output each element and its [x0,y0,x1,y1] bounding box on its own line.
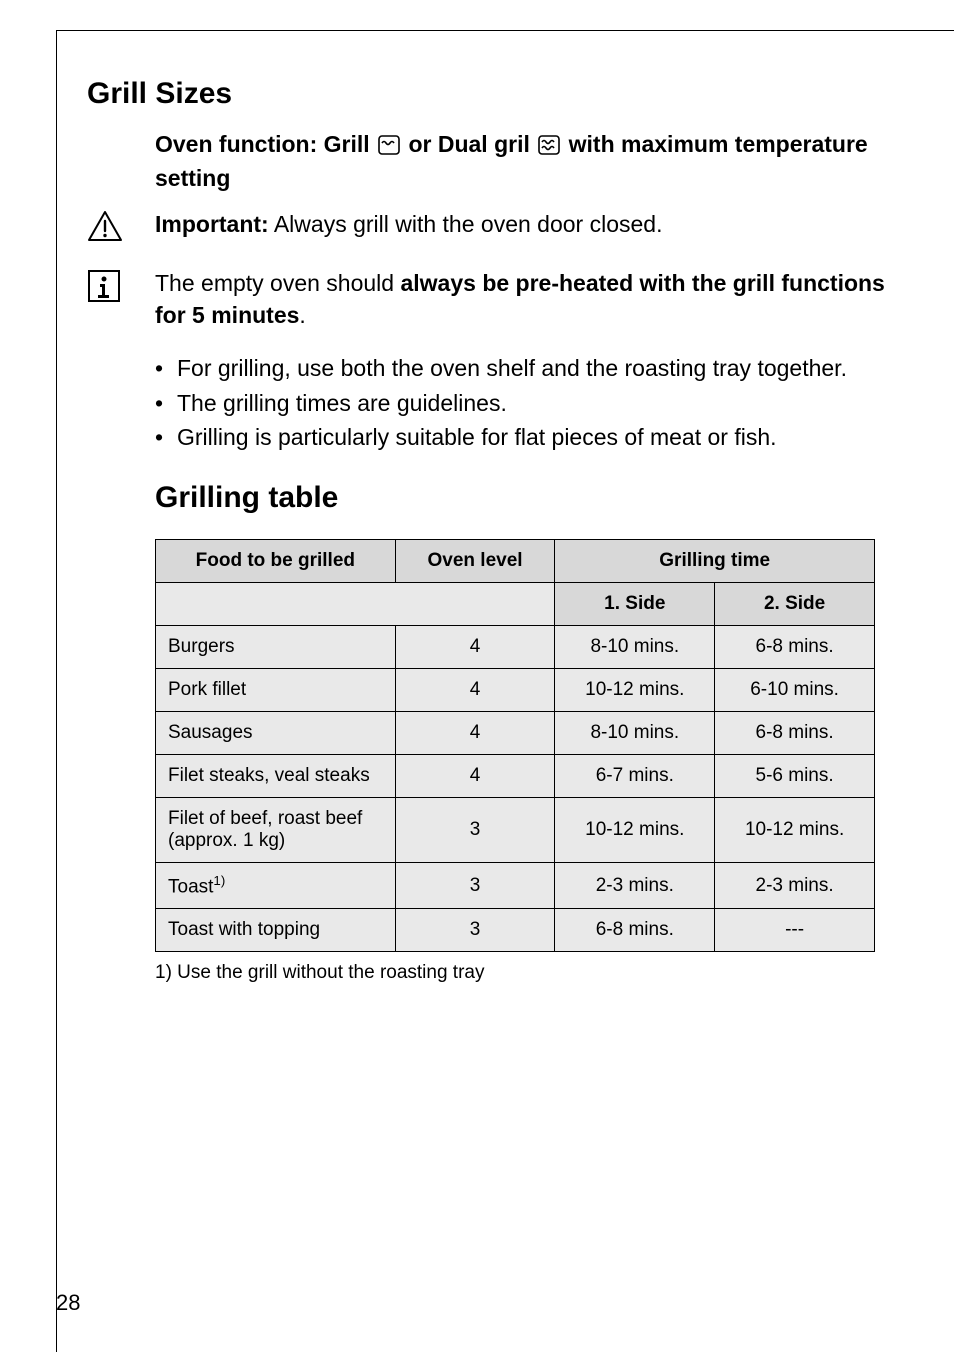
list-item: The grilling times are guidelines. [155,386,894,421]
important-text: Important: Always grill with the oven do… [155,208,894,240]
cell-food: Filet of beef, roast beef (approx. 1 kg) [156,797,396,862]
table-body: Burgers48-10 mins.6-8 mins.Pork fillet41… [156,625,875,951]
oven-function-prefix: Oven function: Grill [155,131,376,157]
section-title: Grill Sizes [87,77,894,111]
table-header-row: Food to be grilled Oven level Grilling t… [156,539,875,582]
cell-level: 4 [395,754,555,797]
cell-side1: 8-10 mins. [555,711,715,754]
cell-level: 3 [395,862,555,908]
cell-food: Toast with topping [156,909,396,952]
grill-single-icon [378,132,400,163]
oven-function-block: Oven function: Grill or Dual gril with m… [155,129,894,194]
page-rule-frame: Grill Sizes Oven function: Grill or Dual… [56,30,954,1352]
cell-side2: 2-3 mins. [715,862,875,908]
cell-food: Toast1) [156,862,396,908]
cell-side2: 6-10 mins. [715,668,875,711]
grill-dual-icon [538,132,560,163]
cell-food: Pork fillet [156,668,396,711]
cell-side2: --- [715,909,875,952]
cell-level: 3 [395,797,555,862]
cell-side1: 10-12 mins. [555,797,715,862]
cell-side1: 8-10 mins. [555,625,715,668]
list-item: For grilling, use both the oven shelf an… [155,351,894,386]
cell-side2: 10-12 mins. [715,797,875,862]
th-food: Food to be grilled [156,539,396,582]
table-row: Pork fillet410-12 mins.6-10 mins. [156,668,875,711]
cell-side1: 10-12 mins. [555,668,715,711]
table-footnote: 1) Use the grill without the roasting tr… [155,962,894,984]
preheat-suffix: . [299,302,305,328]
oven-function-line: Oven function: Grill or Dual gril with m… [155,129,894,194]
table-row: Burgers48-10 mins.6-8 mins. [156,625,875,668]
important-label: Important: [155,211,269,237]
cell-side1: 2-3 mins. [555,862,715,908]
table-row: Filet steaks, veal steaks46-7 mins.5-6 m… [156,754,875,797]
table-row: Filet of beef, roast beef (approx. 1 kg)… [156,797,875,862]
table-row: Sausages48-10 mins.6-8 mins. [156,711,875,754]
info-row: The empty oven should always be pre-heat… [87,267,894,331]
cell-side1: 6-7 mins. [555,754,715,797]
important-row: Important: Always grill with the oven do… [87,208,894,247]
subsection-title: Grilling table [155,481,894,515]
cell-side1: 6-8 mins. [555,909,715,952]
cell-side2: 6-8 mins. [715,625,875,668]
table-head: Food to be grilled Oven level Grilling t… [156,539,875,625]
content-area: Grill Sizes Oven function: Grill or Dual… [57,77,954,984]
oven-function-mid: or Dual gril [402,131,536,157]
table-row: Toast1)32-3 mins.2-3 mins. [156,862,875,908]
cell-level: 4 [395,711,555,754]
th-side2: 2. Side [715,582,875,625]
th-time: Grilling time [555,539,875,582]
table-row: Toast with topping36-8 mins.--- [156,909,875,952]
warning-icon [87,208,155,247]
cell-level: 4 [395,625,555,668]
table-subheader-row: 1. Side 2. Side [156,582,875,625]
preheat-prefix: The empty oven should [155,270,400,296]
cell-food: Sausages [156,711,396,754]
th-side1: 1. Side [555,582,715,625]
cell-side2: 5-6 mins. [715,754,875,797]
bullet-list: For grilling, use both the oven shelf an… [155,351,894,455]
page-number: 28 [56,1290,80,1316]
list-item: Grilling is particularly suitable for fl… [155,420,894,455]
cell-food: Burgers [156,625,396,668]
important-body: Always grill with the oven door closed. [269,211,663,237]
preheat-text: The empty oven should always be pre-heat… [155,267,894,331]
info-icon [87,267,155,308]
grilling-table: Food to be grilled Oven level Grilling t… [155,539,875,952]
cell-food: Filet steaks, veal steaks [156,754,396,797]
th-level: Oven level [395,539,555,582]
cell-level: 3 [395,909,555,952]
th-blank [156,582,555,625]
cell-side2: 6-8 mins. [715,711,875,754]
cell-level: 4 [395,668,555,711]
